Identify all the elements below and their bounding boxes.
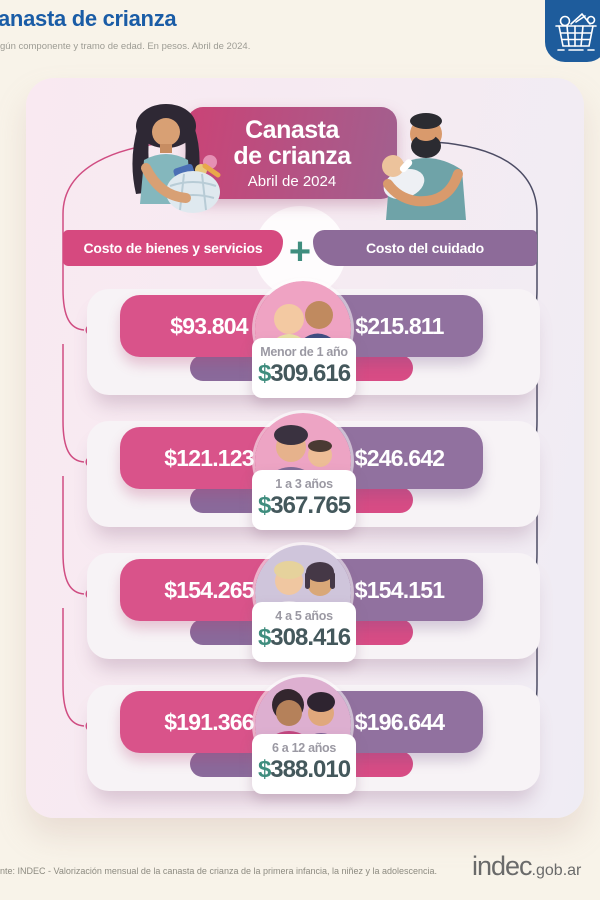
age-row-4-5: $154.265 $154.151 4 a 5 años $308.416 xyxy=(26,545,584,673)
source-note: nte: INDEC - Valorización mensual de la … xyxy=(0,866,438,876)
woman-groceries-illustration xyxy=(132,104,221,213)
page-title: anasta de crianza xyxy=(0,6,177,31)
column-header-goods: Costo de bienes y servicios xyxy=(63,230,283,266)
currency-symbol: $ xyxy=(257,360,271,387)
total-amount: $388.010 xyxy=(252,756,356,784)
total-label-box: 1 a 3 años $367.765 xyxy=(252,470,356,530)
shopping-basket-icon xyxy=(555,12,597,51)
indec-logo: indec .gob.ar xyxy=(472,851,581,882)
age-label: 6 a 12 años xyxy=(271,741,337,755)
column-header-care: Costo del cuidado xyxy=(313,230,537,266)
total-value: 308.416 xyxy=(270,624,351,651)
total-value: 309.616 xyxy=(270,360,351,387)
card-title-line1: Canasta xyxy=(245,115,339,144)
currency-symbol: $ xyxy=(257,756,271,783)
total-value: 367.765 xyxy=(270,492,351,519)
main-card: Canasta de crianza Abril de 2024 Costo d… xyxy=(26,78,584,818)
age-row-under-1: $93.804 $215.811 Menor de 1 año $309.616 xyxy=(26,281,584,409)
card-title-line2: de crianza xyxy=(233,141,351,170)
total-amount: $308.416 xyxy=(252,624,356,652)
indec-corner-badge xyxy=(545,0,600,62)
currency-symbol: $ xyxy=(257,492,271,519)
indec-logo-main: indec xyxy=(472,851,533,881)
age-label: 1 a 3 años xyxy=(275,477,333,491)
age-label: 4 a 5 años xyxy=(275,609,333,623)
page-subtitle: gún componente y tramo de edad. En pesos… xyxy=(0,41,251,52)
plus-sign: + xyxy=(288,230,312,273)
card-title-box: Canasta de crianza Abril de 2024 xyxy=(187,107,397,199)
age-label: Menor de 1 año xyxy=(260,345,348,359)
total-label-box: Menor de 1 año $309.616 xyxy=(252,338,356,398)
card-period: Abril de 2024 xyxy=(247,172,337,190)
age-row-6-12: $191.366 $196.644 6 a 12 años $388.010 xyxy=(26,677,584,805)
total-amount: $309.616 xyxy=(252,360,356,388)
currency-symbol: $ xyxy=(257,624,271,651)
age-row-1-3: $121.123 $246.642 1 a 3 años $367.765 xyxy=(26,413,584,541)
indec-logo-suffix: .gob.ar xyxy=(531,862,582,879)
total-label-box: 4 a 5 años $308.416 xyxy=(252,602,356,662)
total-amount: $367.765 xyxy=(252,492,356,520)
total-label-box: 6 a 12 años $388.010 xyxy=(252,734,356,794)
total-value: 388.010 xyxy=(270,756,351,783)
man-baby-illustration xyxy=(382,113,466,220)
